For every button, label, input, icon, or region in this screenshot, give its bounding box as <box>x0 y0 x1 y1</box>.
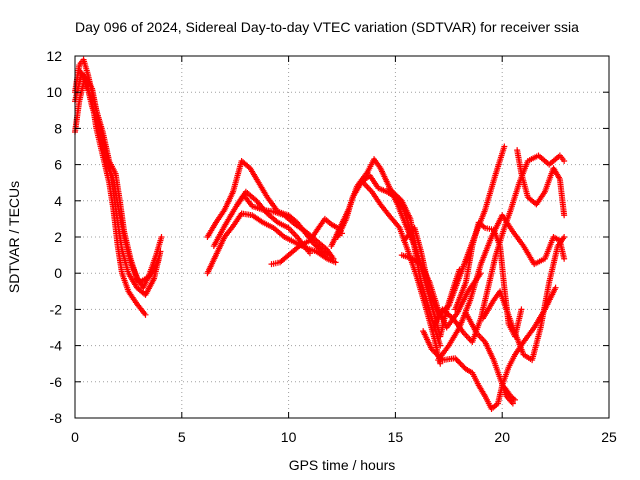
series-points <box>72 56 568 412</box>
series-sat-t <box>479 234 568 364</box>
x-tick-label: 0 <box>71 429 79 445</box>
series-sat-r <box>435 212 568 364</box>
axis-ticks: 0 5 10 15 20 25 -8 -6 -4 -2 0 2 4 6 8 10 12 <box>46 48 617 445</box>
series-sat-u <box>514 147 568 219</box>
data-point <box>561 234 568 240</box>
x-tick-label: 20 <box>494 429 510 445</box>
y-tick-label: 8 <box>54 120 62 136</box>
y-tick-label: -4 <box>50 338 63 354</box>
data-point <box>142 311 149 318</box>
y-tick-label: 10 <box>46 84 62 100</box>
data-point <box>509 400 516 407</box>
y-tick-label: -2 <box>50 301 63 317</box>
series-sat-h <box>234 188 313 257</box>
data-point <box>332 259 339 266</box>
data-point <box>306 250 313 257</box>
data-point <box>428 346 435 353</box>
y-axis-label: SDTVAR / TECUs <box>6 181 22 293</box>
x-tick-label: 10 <box>281 429 297 445</box>
x-axis-label: GPS time / hours <box>289 457 396 473</box>
series-sat-i <box>268 215 345 268</box>
data-point <box>457 360 464 367</box>
y-tick-label: -6 <box>50 374 63 390</box>
series-sat-v <box>462 310 516 407</box>
data-point <box>434 351 441 358</box>
data-point <box>501 143 508 150</box>
data-point <box>330 255 337 262</box>
y-tick-label: 4 <box>54 193 62 209</box>
data-point <box>155 257 162 264</box>
data-point <box>561 157 568 164</box>
data-point <box>452 355 459 362</box>
x-tick-label: 5 <box>178 429 186 445</box>
data-point <box>456 359 463 366</box>
data-point <box>512 396 519 403</box>
data-point <box>561 212 568 219</box>
data-point <box>431 348 438 355</box>
y-tick-label: -8 <box>50 410 63 426</box>
y-tick-label: 0 <box>54 265 62 281</box>
series-sat-d <box>72 80 162 286</box>
y-tick-label: 2 <box>54 229 62 245</box>
y-tick-label: 12 <box>46 48 62 64</box>
data-point <box>158 234 165 240</box>
data-point <box>460 363 467 370</box>
grid <box>75 56 609 418</box>
data-point <box>454 357 461 364</box>
chart-title: Day 096 of 2024, Sidereal Day-to-day VTE… <box>75 19 579 35</box>
data-point <box>430 347 437 354</box>
series-sat-w <box>501 384 519 403</box>
data-point <box>437 360 444 367</box>
x-tick-label: 25 <box>601 429 617 445</box>
data-point <box>458 362 465 369</box>
data-point <box>561 255 568 262</box>
data-point <box>552 284 559 291</box>
series-sat-e <box>204 210 339 277</box>
x-tick-label: 15 <box>388 429 404 445</box>
data-point <box>432 350 439 357</box>
data-point <box>453 356 460 363</box>
data-point <box>518 306 525 313</box>
y-tick-label: 6 <box>54 157 62 173</box>
